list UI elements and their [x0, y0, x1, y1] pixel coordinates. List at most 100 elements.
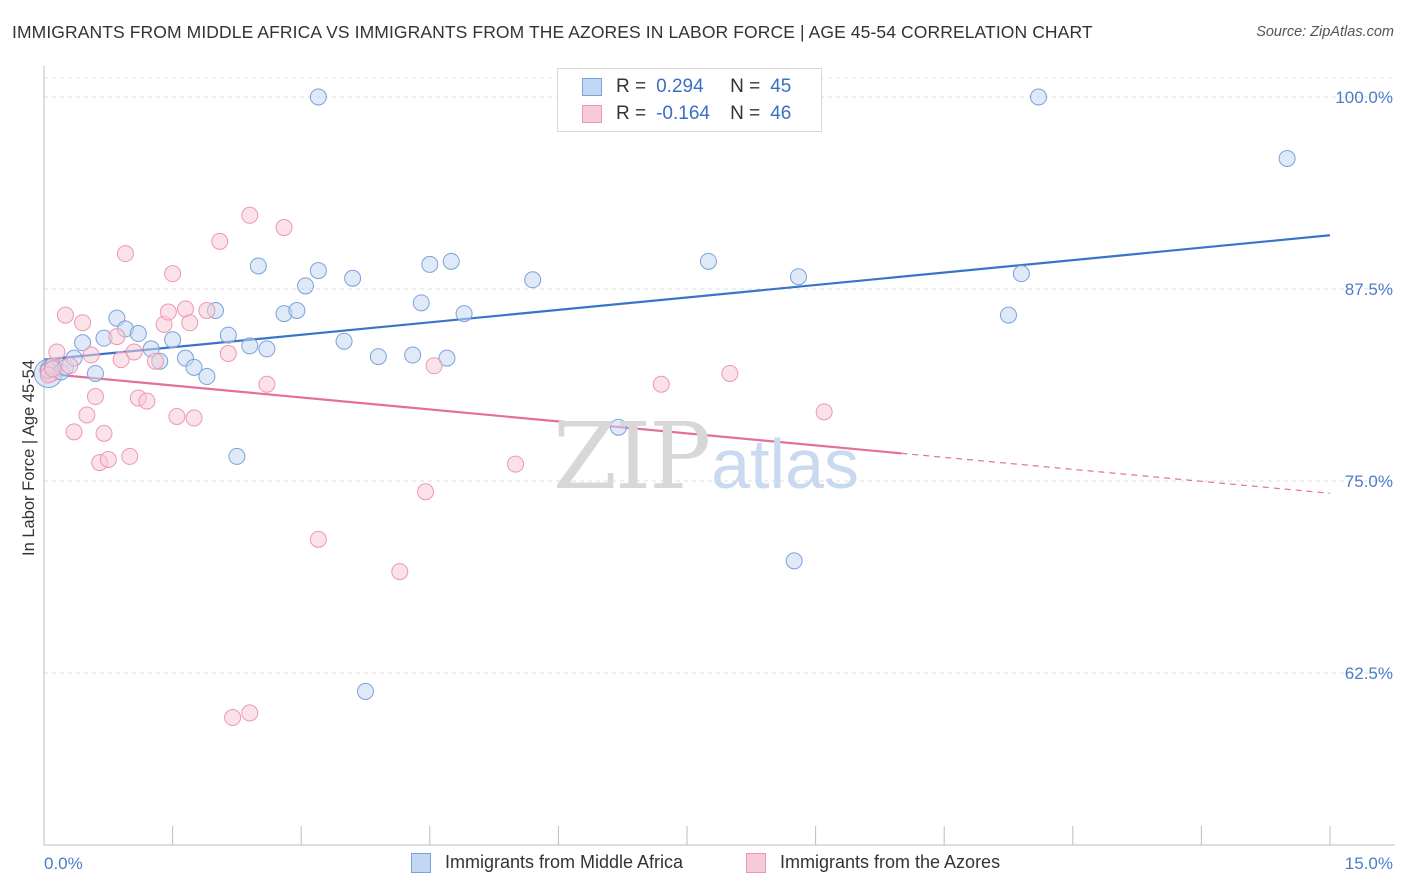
y-tick-label: 75.0% — [1345, 472, 1393, 491]
point-middle-africa — [258, 340, 276, 358]
point-middle-africa — [609, 418, 627, 436]
watermark: ZIPatlas — [553, 403, 859, 510]
point-azores — [507, 455, 525, 473]
trend-line-azores-extension — [901, 452, 1331, 494]
point-middle-africa — [442, 252, 460, 270]
y-tick-label: 100.0% — [1335, 88, 1393, 107]
point-middle-africa — [699, 252, 717, 270]
legend-swatch-blue — [411, 852, 431, 873]
point-middle-africa — [1012, 265, 1030, 283]
axes — [43, 66, 1395, 846]
point-azores — [652, 375, 670, 393]
watermark-atlas: atlas — [711, 425, 860, 503]
point-azores — [99, 450, 117, 468]
point-middle-africa — [185, 358, 203, 376]
y-axis-title: In Labor Force | Age 45-54 — [20, 360, 38, 556]
point-azores — [146, 352, 164, 370]
point-azores — [309, 530, 327, 548]
legend-label: Immigrants from Middle Africa — [445, 852, 684, 872]
r-value: 0.294 — [656, 76, 704, 97]
chart-title: IMMIGRANTS FROM MIDDLE AFRICA VS IMMIGRA… — [12, 22, 1093, 42]
point-middle-africa — [1000, 306, 1017, 324]
point-middle-africa — [241, 337, 259, 355]
trend-line-azores — [43, 372, 902, 455]
point-azores — [86, 388, 104, 406]
x-tick-label-max: 15.0% — [1345, 854, 1393, 873]
point-azores — [108, 328, 126, 346]
point-middle-africa — [1278, 149, 1296, 167]
correlation-legend: R = 0.294 N = 45 R = -0.164 N = 46 — [557, 68, 822, 132]
point-middle-africa — [369, 348, 387, 366]
x-tick-label-min: 0.0% — [44, 854, 83, 873]
r-label: R = — [616, 76, 647, 97]
point-azores — [116, 245, 134, 263]
y-tick-labels: 62.5% 75.0% 87.5% 100.0% — [1335, 88, 1393, 683]
point-middle-africa — [164, 331, 182, 349]
point-azores — [61, 357, 79, 375]
point-azores — [241, 704, 259, 722]
point-middle-africa — [198, 368, 216, 386]
point-middle-africa — [438, 349, 456, 367]
point-middle-africa — [344, 269, 362, 287]
point-azores — [48, 343, 66, 361]
point-azores — [721, 364, 739, 382]
point-azores — [74, 314, 92, 332]
point-azores — [417, 483, 435, 501]
point-middle-africa — [249, 257, 267, 275]
point-azores — [275, 219, 293, 237]
point-azores — [198, 302, 216, 320]
point-azores — [159, 303, 177, 321]
point-azores — [219, 345, 237, 363]
point-azores — [125, 343, 143, 361]
point-azores — [224, 709, 242, 727]
point-azores — [44, 360, 62, 378]
point-middle-africa — [74, 334, 92, 352]
data-points — [33, 88, 1296, 727]
point-azores — [181, 314, 199, 332]
x-tick-labels: 0.0% 15.0% — [44, 854, 1393, 873]
point-middle-africa — [309, 88, 327, 106]
source-label: Source: ZipAtlas.com — [1256, 24, 1394, 40]
point-middle-africa — [789, 268, 807, 286]
legend-swatch-blue — [582, 78, 602, 96]
legend-item-azores[interactable]: Immigrants from the Azores — [746, 852, 1000, 873]
legend-swatch-pink — [746, 852, 766, 873]
legend-row-middle-africa: R = 0.294 N = 45 — [582, 75, 791, 99]
series-legend: Immigrants from Middle Africa Immigrants… — [0, 852, 1406, 878]
point-azores — [65, 423, 83, 441]
point-azores — [168, 407, 186, 425]
point-azores — [211, 232, 229, 250]
point-middle-africa — [412, 294, 430, 312]
point-middle-africa — [86, 364, 104, 382]
point-azores — [82, 346, 100, 364]
point-azores — [258, 375, 276, 393]
point-middle-africa — [288, 302, 306, 320]
point-azores — [164, 265, 182, 283]
n-value: 46 — [770, 103, 792, 124]
point-azores — [56, 306, 74, 324]
point-middle-africa — [309, 262, 327, 280]
n-label: N = — [730, 76, 761, 97]
point-azores — [391, 563, 409, 581]
legend-swatch-pink — [582, 105, 602, 123]
legend-label: Immigrants from the Azores — [780, 852, 1001, 872]
point-middle-africa — [296, 277, 314, 295]
point-azores — [121, 447, 139, 465]
point-middle-africa — [228, 447, 246, 465]
point-middle-africa — [404, 346, 422, 364]
legend-item-middle-africa[interactable]: Immigrants from Middle Africa — [411, 852, 683, 873]
point-azores — [138, 392, 156, 410]
point-middle-africa — [335, 332, 353, 350]
n-value: 45 — [770, 76, 792, 97]
point-azores — [241, 206, 259, 224]
r-label: R = — [616, 103, 647, 124]
point-middle-africa — [219, 326, 237, 344]
point-azores — [78, 406, 96, 424]
point-azores — [112, 351, 130, 369]
point-middle-africa — [421, 255, 439, 273]
point-middle-africa — [129, 325, 147, 343]
point-azores — [95, 424, 113, 442]
trend-lines — [43, 234, 1331, 494]
r-value: -0.164 — [656, 103, 710, 124]
